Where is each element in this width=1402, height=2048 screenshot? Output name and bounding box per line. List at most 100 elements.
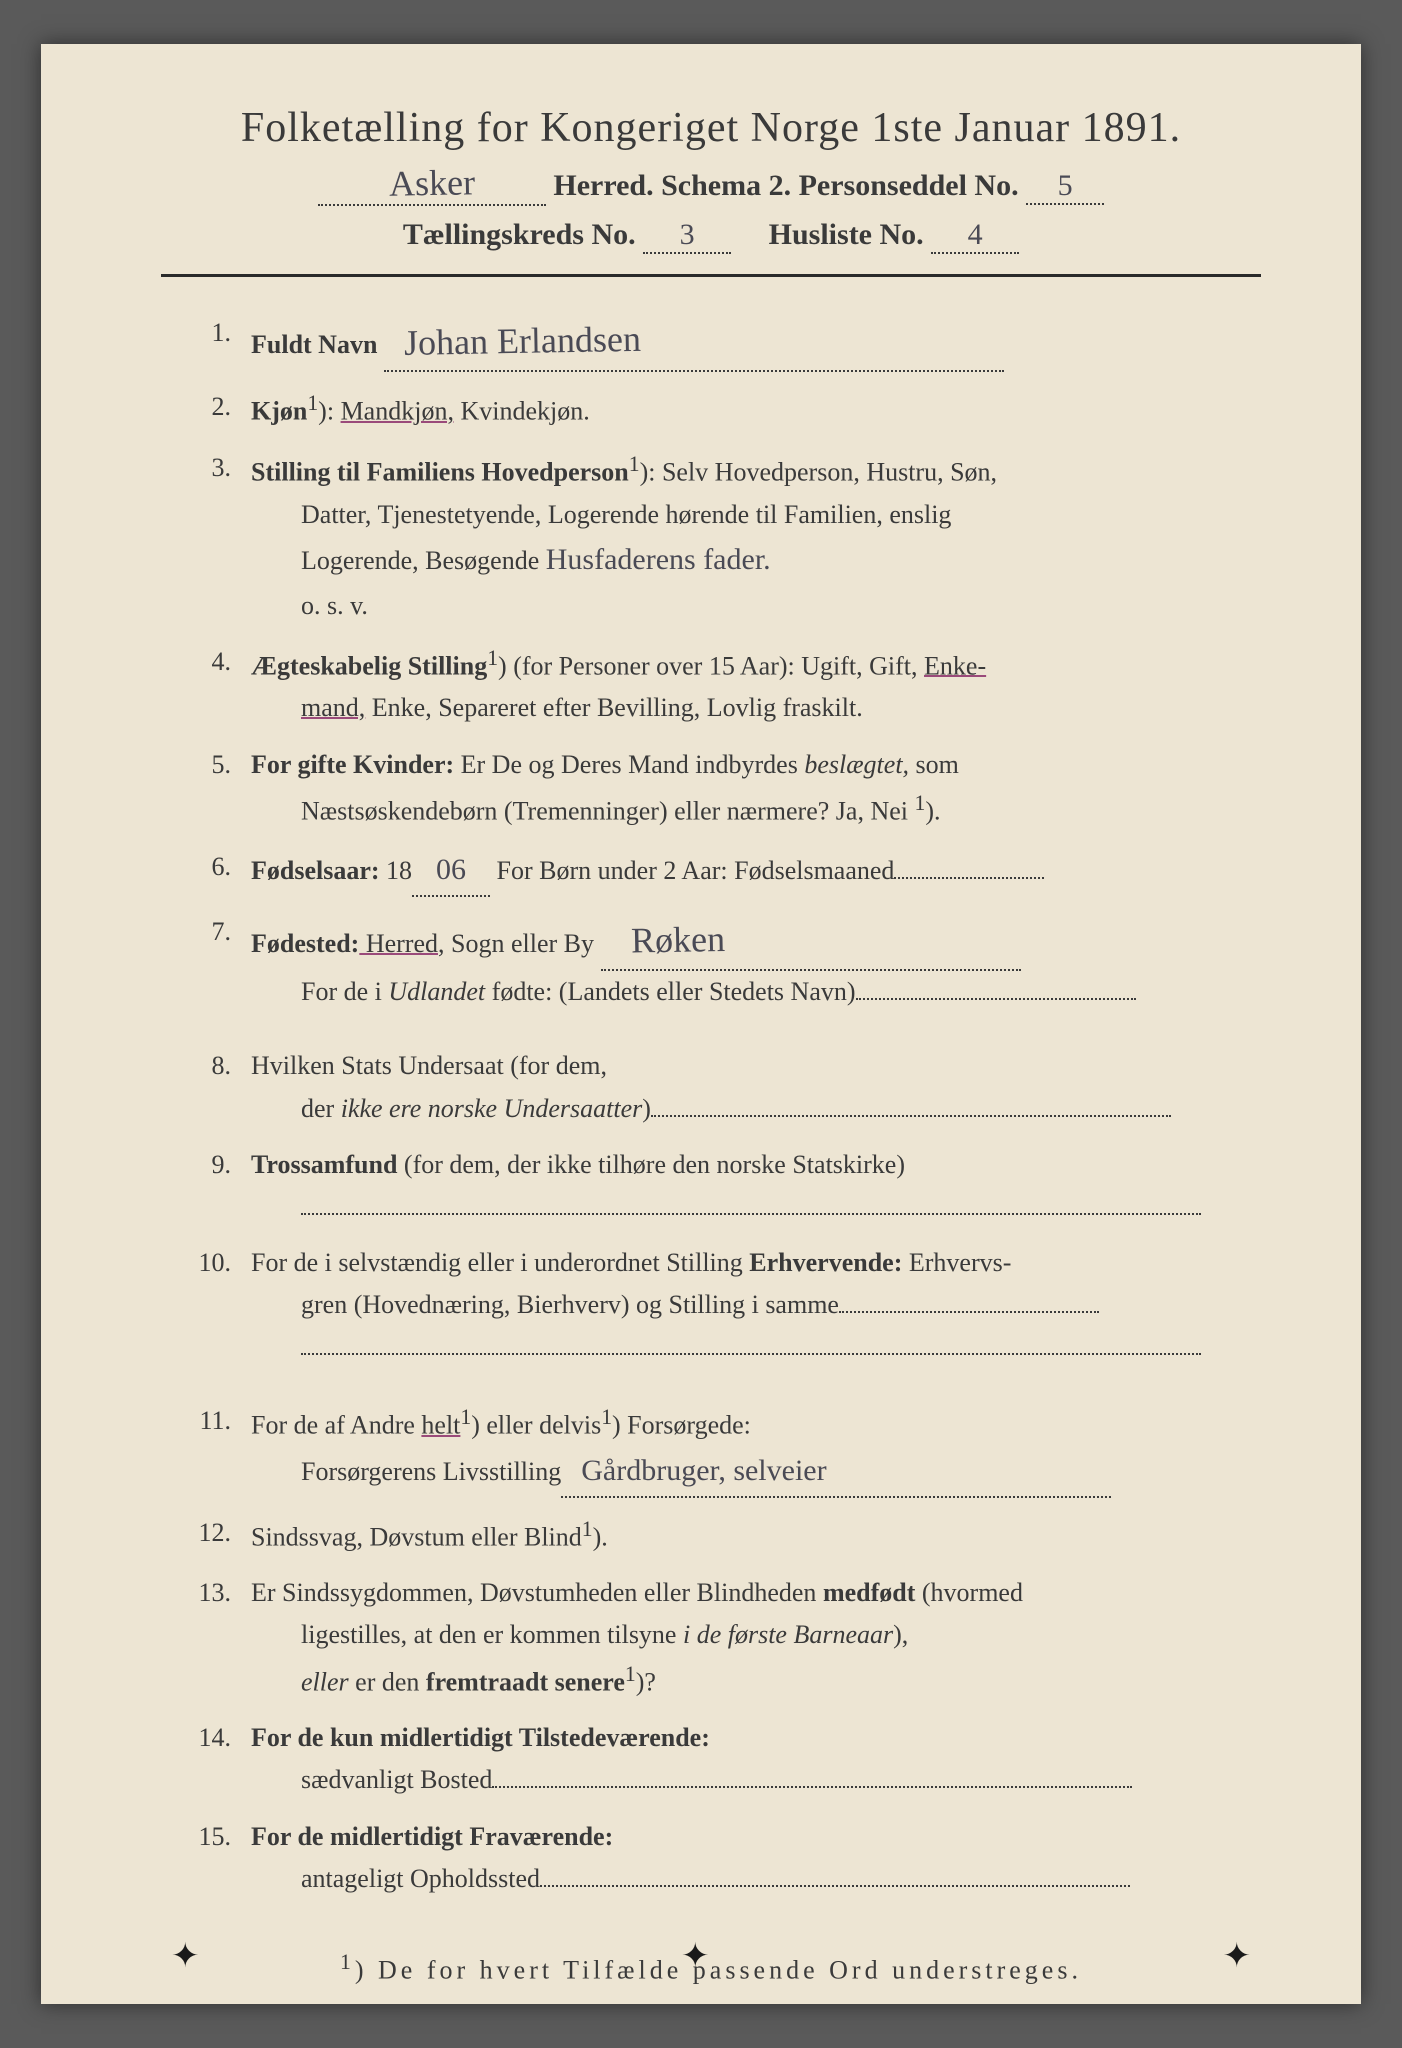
tick-mid: ✦ bbox=[681, 1936, 710, 1976]
q15-line2: antageligt Opholdssted bbox=[301, 1864, 540, 1893]
header-line-2: Asker Herred. Schema 2. Personseddel No.… bbox=[161, 162, 1261, 206]
q5-sup: 1 bbox=[915, 791, 926, 815]
q11-mid: ) eller delvis bbox=[471, 1411, 601, 1440]
q5-label: For gifte Kvinder: bbox=[251, 750, 454, 779]
q7-line2a: For de i bbox=[301, 977, 388, 1006]
q6-rest: For Børn under 2 Aar: Fødselsmaaned bbox=[490, 856, 894, 885]
q5: 5. For gifte Kvinder: Er De og Deres Man… bbox=[161, 744, 1261, 833]
q14-num: 14. bbox=[161, 1717, 251, 1801]
q11-line1b: ) Forsørgede: bbox=[612, 1411, 751, 1440]
q12-num: 12. bbox=[161, 1512, 251, 1559]
q6-prefix: 18 bbox=[380, 856, 413, 885]
q10-bold: Erhvervende: bbox=[749, 1248, 902, 1277]
q7-rest: Sogn eller By bbox=[445, 929, 595, 958]
q12-text: Sindssvag, Døvstum eller Blind bbox=[251, 1522, 582, 1551]
q15-line1: For de midlertidigt Fraværende: bbox=[251, 1822, 613, 1851]
personseddel-no: 5 bbox=[1058, 169, 1073, 202]
q6-label: Fødselsaar: bbox=[251, 856, 380, 885]
q1-label: Fuldt Navn bbox=[251, 330, 377, 359]
q2-num: 2. bbox=[161, 386, 251, 433]
q1: 1. Fuldt Navn Johan Erlandsen bbox=[161, 312, 1261, 372]
q7-opt: Herred, bbox=[359, 929, 444, 958]
q13-sup: 1 bbox=[625, 1662, 636, 1686]
q10-line1: For de i selvstændig eller i underordnet… bbox=[251, 1248, 749, 1277]
q2-sup: 1 bbox=[307, 391, 318, 415]
tick-left: ✦ bbox=[171, 1936, 200, 1976]
q13-line2b: ), bbox=[893, 1620, 908, 1649]
q8-num: 8. bbox=[161, 1045, 251, 1129]
q5-line2: Næstsøskendebørn (Tremenninger) eller næ… bbox=[301, 796, 915, 825]
q2-opt2: Kvindekjøn. bbox=[454, 397, 590, 426]
q9: 9. Trossamfund (for dem, der ikke tilhør… bbox=[161, 1144, 1261, 1228]
q13-line3b: er den bbox=[349, 1667, 426, 1696]
q13-bold1: medfødt bbox=[823, 1578, 915, 1607]
q3-sup: 1 bbox=[629, 452, 640, 476]
q4-opt: Enke- bbox=[924, 651, 986, 680]
q3: 3. Stilling til Familiens Hovedperson1):… bbox=[161, 447, 1261, 627]
q5-ital: beslægtet, bbox=[804, 750, 909, 779]
q12: 12. Sindssvag, Døvstum eller Blind1). bbox=[161, 1512, 1261, 1559]
q13-ital: i de første Barneaar bbox=[683, 1620, 893, 1649]
q3-label: Stilling til Familiens Hovedperson bbox=[251, 458, 629, 487]
q8-line2a: der bbox=[301, 1094, 341, 1123]
q6-year: 06 bbox=[436, 853, 466, 886]
q12-end: ). bbox=[593, 1522, 608, 1551]
q6: 6. Fødselsaar: 1806 For Børn under 2 Aar… bbox=[161, 846, 1261, 897]
q7-num: 7. bbox=[161, 911, 251, 1013]
husliste-no: 4 bbox=[968, 218, 983, 251]
q4-line2b: Enke, Separeret efter Bevilling, Lovlig … bbox=[365, 693, 862, 722]
q10: 10. For de i selvstændig eller i underor… bbox=[161, 1242, 1261, 1368]
q13-line1b: (hvormed bbox=[915, 1578, 1023, 1607]
q11-under1: helt bbox=[421, 1411, 460, 1440]
q2-rest: ): bbox=[318, 397, 340, 426]
q7-ital: Udlandet bbox=[388, 977, 485, 1006]
q7-label: Fødested: bbox=[251, 929, 359, 958]
q4-sup: 1 bbox=[487, 646, 498, 670]
q11-sup1: 1 bbox=[460, 1405, 471, 1429]
q7-line2b: fødte: (Landets eller Stedets Navn) bbox=[485, 977, 855, 1006]
q13-line2a: ligestilles, at den er kommen tilsyne bbox=[301, 1620, 683, 1649]
q3-line2: Datter, Tjenestetyende, Logerende hørend… bbox=[251, 494, 1261, 536]
kreds-no: 3 bbox=[680, 218, 695, 251]
divider bbox=[161, 274, 1261, 277]
q5-rest2: som bbox=[909, 750, 959, 779]
q7-place: Røken bbox=[600, 910, 725, 970]
q14-line2: sædvanligt Bosted bbox=[301, 1765, 492, 1794]
husliste-label: Husliste No. bbox=[769, 218, 924, 251]
page-title: Folketælling for Kongeriget Norge 1ste J… bbox=[161, 104, 1261, 152]
q13-bold2: fremtraadt senere bbox=[426, 1667, 625, 1696]
q1-value: Johan Erlandsen bbox=[383, 310, 641, 373]
header-print-2: Herred. Schema 2. Personseddel No. bbox=[553, 169, 1018, 202]
q14-line1: For de kun midlertidigt Tilstedeværende: bbox=[251, 1723, 710, 1752]
q3-rest: ): Selv Hovedperson, Hustru, Søn, bbox=[640, 458, 997, 487]
q11-sup2: 1 bbox=[601, 1405, 612, 1429]
q9-label: Trossamfund bbox=[251, 1150, 397, 1179]
q3-line4: o. s. v. bbox=[251, 585, 1261, 627]
q4-label: Ægteskabelig Stilling bbox=[251, 651, 487, 680]
q13-line3a: eller bbox=[301, 1667, 349, 1696]
q1-num: 1. bbox=[161, 312, 251, 372]
kreds-label: Tællingskreds No. bbox=[403, 218, 636, 251]
q8-line2b: ) bbox=[642, 1094, 651, 1123]
q5-rest: Er De og Deres Mand indbyrdes bbox=[454, 750, 804, 779]
footnote-sup: 1 bbox=[340, 1950, 355, 1974]
q11-hw: Gårdbruger, selveier bbox=[561, 1454, 826, 1487]
q5-num: 5. bbox=[161, 744, 251, 833]
q13-line3c: )? bbox=[636, 1667, 656, 1696]
q2-opt1: Mandkjøn, bbox=[341, 397, 454, 426]
q10-num: 10. bbox=[161, 1242, 251, 1368]
q5-end: ). bbox=[925, 796, 940, 825]
q8-line1: Hvilken Stats Undersaat (for dem, bbox=[251, 1051, 607, 1080]
q11: 11. For de af Andre helt1) eller delvis1… bbox=[161, 1400, 1261, 1497]
q4: 4. Ægteskabelig Stilling1) (for Personer… bbox=[161, 641, 1261, 730]
tick-right: ✦ bbox=[1223, 1936, 1252, 1976]
q11-num: 11. bbox=[161, 1400, 251, 1497]
q2: 2. Kjøn1): Mandkjøn, Kvindekjøn. bbox=[161, 386, 1261, 433]
q13: 13. Er Sindssygdommen, Døvstumheden elle… bbox=[161, 1572, 1261, 1703]
q8: 8. Hvilken Stats Undersaat (for dem, der… bbox=[161, 1045, 1261, 1129]
q13-num: 13. bbox=[161, 1572, 251, 1703]
census-form-page: Folketælling for Kongeriget Norge 1ste J… bbox=[41, 44, 1361, 2004]
q3-hw: Husfaderens fader. bbox=[546, 543, 771, 576]
q10-line1b: Erhvervs- bbox=[902, 1248, 1011, 1277]
q9-rest: (for dem, der ikke tilhøre den norske St… bbox=[397, 1150, 905, 1179]
